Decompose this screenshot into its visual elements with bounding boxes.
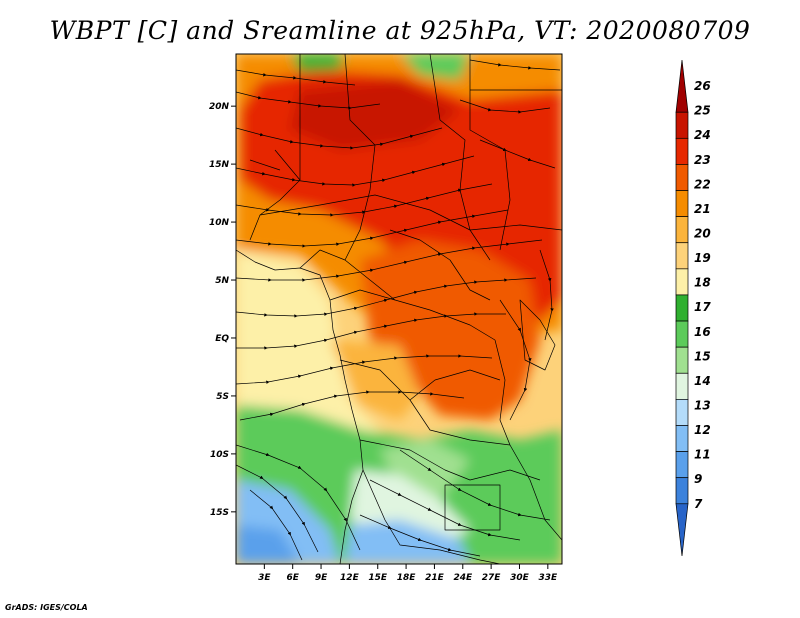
region-southwest-deep-blue xyxy=(236,525,300,564)
colorbar-swatch xyxy=(675,477,689,505)
lat-tick-label: 15S xyxy=(210,508,229,518)
lon-tick-label: 21E xyxy=(425,573,445,583)
lon-tick-label: 27E xyxy=(482,573,502,583)
colorbar-label: 25 xyxy=(694,104,711,118)
region-northwest-green xyxy=(290,54,345,72)
colorbar-label: 14 xyxy=(694,374,711,388)
lat-tick-label: 15N xyxy=(209,160,230,170)
colorbar-swatch xyxy=(675,294,689,322)
colorbar-swatch xyxy=(675,59,689,113)
chart-title: WBPT [C] and Sreamline at 925hPa, VT: 20… xyxy=(49,16,751,45)
colorbar-swatch xyxy=(675,164,689,191)
colorbar-label: 17 xyxy=(694,300,711,314)
colorbar-swatch xyxy=(675,111,689,139)
lon-axis: 3E 6E 9E 12E 15E 18E 21E 24E 27E 30E 33E xyxy=(258,564,558,583)
colorbar-label: 11 xyxy=(694,448,711,462)
lon-tick-label: 12E xyxy=(340,573,360,583)
colorbar-swatch xyxy=(675,320,689,348)
colorbar-label: 22 xyxy=(694,177,711,191)
colorbar-swatch xyxy=(675,372,689,400)
colorbar-swatch xyxy=(675,242,689,270)
colorbar-label: 20 xyxy=(694,227,711,241)
lat-tick-label: 10N xyxy=(209,218,230,228)
colorbar-swatch xyxy=(675,503,689,557)
colorbar-label: 7 xyxy=(694,497,703,511)
colorbar-label: 19 xyxy=(694,251,711,265)
colorbar-label: 15 xyxy=(694,349,711,363)
colorbar-swatch xyxy=(675,268,689,296)
streamlines xyxy=(236,59,561,561)
lat-tick-label: EQ xyxy=(215,334,229,344)
lat-tick-label: 5N xyxy=(215,276,229,286)
colorbar-label: 21 xyxy=(694,202,711,216)
colorbar-swatch xyxy=(675,137,689,165)
colorbar: 26 25 24 23 22 21 20 19 18 17 16 15 14 13 12 11 9 7 xyxy=(675,59,711,557)
lon-tick-label: 18E xyxy=(397,573,417,583)
lat-tick-label: 5S xyxy=(216,392,229,402)
lon-tick-label: 24E xyxy=(453,573,473,583)
shaded-field xyxy=(236,54,562,564)
lon-tick-label: 33E xyxy=(538,573,558,583)
colorbar-swatch xyxy=(675,216,689,244)
plot-frame xyxy=(235,53,563,565)
lon-tick-label: 6E xyxy=(286,573,299,583)
colorbar-label: 13 xyxy=(694,399,711,413)
lat-tick-label: 20N xyxy=(209,102,230,112)
colorbar-label: 16 xyxy=(694,325,711,339)
colorbar-label: 9 xyxy=(694,472,702,486)
colorbar-label: 18 xyxy=(694,276,711,290)
lon-tick-label: 9E xyxy=(315,573,328,583)
lat-axis: 20N 15N 10N 5N EQ 5S 10S 15S xyxy=(209,102,236,518)
colorbar-label: 23 xyxy=(694,153,711,167)
colorbar-swatch xyxy=(675,451,689,479)
footer-credit: GrADS: IGES/COLA xyxy=(5,603,88,612)
colorbar-swatch xyxy=(675,425,689,452)
colorbar-label: 26 xyxy=(694,79,711,93)
colorbar-label: 12 xyxy=(694,423,711,437)
region-northeast-green xyxy=(400,54,470,80)
colorbar-label: 24 xyxy=(694,128,711,142)
lon-tick-label: 30E xyxy=(510,573,530,583)
lon-tick-label: 3E xyxy=(258,573,271,583)
lat-tick-label: 10S xyxy=(210,450,229,460)
colorbar-swatch xyxy=(675,399,689,426)
colorbar-swatch xyxy=(675,190,689,217)
colorbar-swatch xyxy=(675,346,689,374)
lon-tick-label: 15E xyxy=(368,573,388,583)
